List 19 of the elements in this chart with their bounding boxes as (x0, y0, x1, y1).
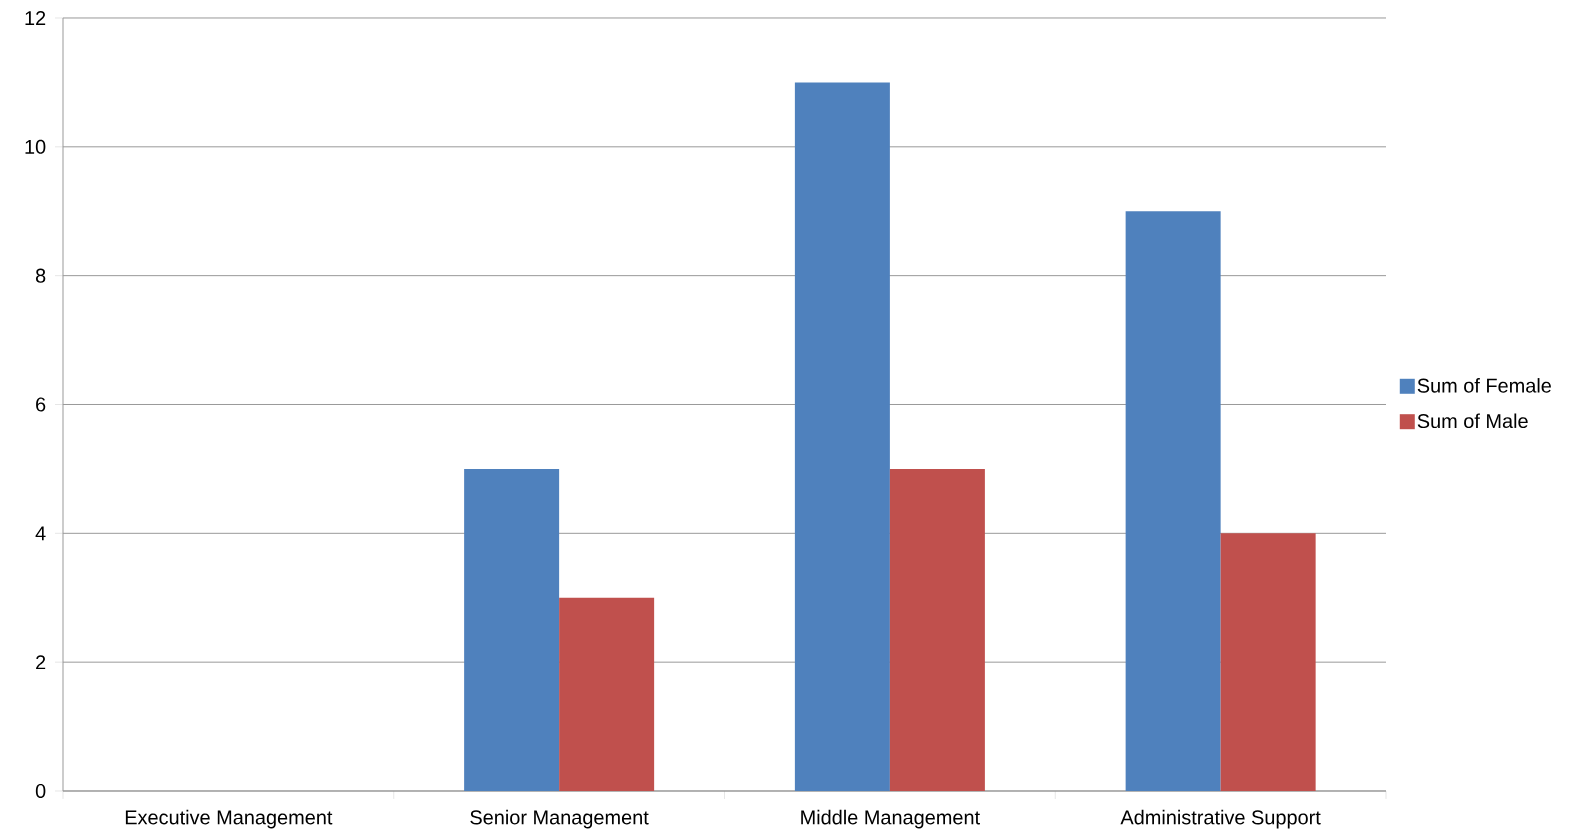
x-tick-label: Senior Management (470, 809, 649, 829)
bar (1125, 211, 1221, 791)
bar (559, 597, 655, 791)
legend-label: Sum of Male (1417, 413, 1528, 429)
bar (794, 82, 890, 791)
x-tick-label: Executive Management (125, 809, 333, 829)
y-tick-label: 0 (35, 783, 46, 799)
x-tick-label: Administrative Support (1120, 809, 1321, 829)
y-tick-label: 2 (36, 655, 46, 670)
legend-label: Sum of Female (1417, 378, 1551, 393)
y-tick-label: 8 (35, 268, 46, 283)
y-tick-label: 12 (25, 11, 46, 25)
bar (1220, 533, 1316, 791)
y-tick-label: 4 (35, 526, 46, 541)
y-tick-label: 10 (25, 139, 46, 154)
bar (889, 468, 985, 791)
x-tick-label: Middle Management (801, 809, 980, 829)
bar (464, 468, 560, 791)
y-tick-label: 6 (36, 397, 46, 412)
